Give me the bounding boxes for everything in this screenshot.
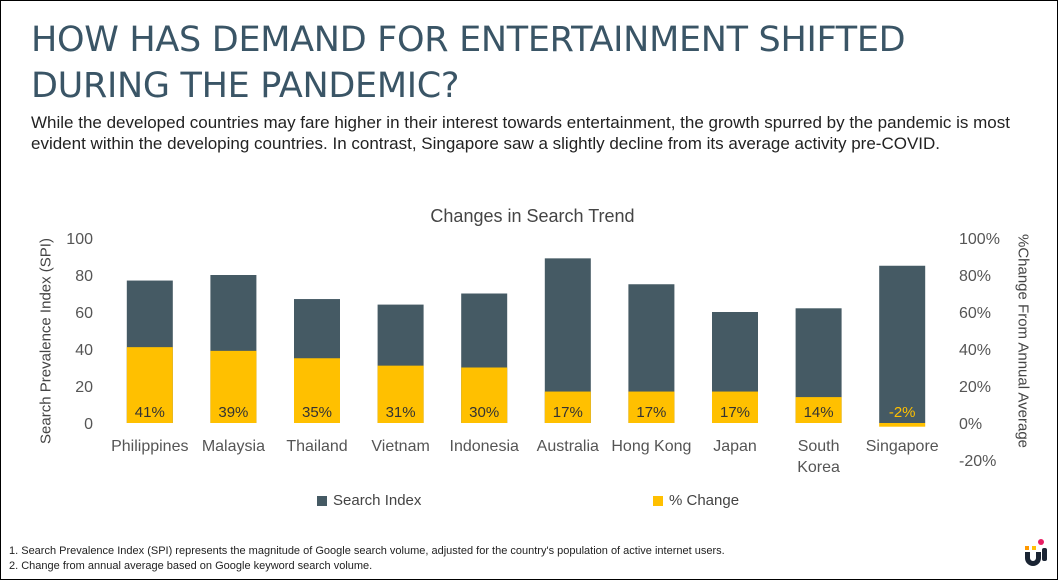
- footnote-2: 2. Change from annual average based on G…: [9, 560, 373, 572]
- footnotes: 1. Search Prevalence Index (SPI) represe…: [9, 544, 725, 574]
- data-label-percent-change: 17%: [720, 404, 750, 421]
- bar-percent-change: [461, 367, 508, 423]
- legend-label-search-index: Search Index: [333, 492, 422, 509]
- y-tick-right: -20%: [959, 453, 996, 470]
- x-tick-label: Australia: [537, 438, 599, 455]
- data-label-percent-change: 30%: [469, 404, 499, 421]
- bar-percent-change: [126, 347, 173, 423]
- page-title: HOW HAS DEMAND FOR ENTERTAINMENT SHIFTED…: [31, 17, 1031, 109]
- x-tick-label: Thailand: [286, 438, 347, 455]
- data-label-percent-change: 17%: [636, 404, 666, 421]
- y-tick-left: 0: [84, 416, 93, 433]
- bar-percent-change: [628, 391, 675, 423]
- legend-swatch-percent-change: [653, 495, 663, 506]
- bar-search-index: [879, 265, 926, 423]
- x-tick-label: South: [798, 438, 840, 455]
- bar-percent-change: [377, 365, 424, 423]
- bar-percent-change: [795, 397, 842, 423]
- footnote-1: 1. Search Prevalence Index (SPI) represe…: [9, 545, 725, 557]
- x-tick-label: Indonesia: [450, 438, 519, 455]
- data-label-percent-change: 39%: [218, 404, 248, 421]
- data-label-percent-change: -2%: [889, 404, 916, 421]
- y-tick-left: 60: [75, 305, 93, 322]
- data-label-percent-change: 41%: [135, 404, 165, 421]
- x-tick-label: Malaysia: [202, 438, 265, 455]
- bar-percent-change: [294, 358, 340, 423]
- title-line-2: DURING THE PANDEMIC?: [31, 66, 460, 106]
- y-tick-right: 100%: [959, 231, 1000, 248]
- y-tick-right: 80%: [959, 268, 991, 285]
- title-line-1: HOW HAS DEMAND FOR ENTERTAINMENT SHIFTED: [31, 20, 906, 60]
- bar-percent-change: [210, 350, 257, 423]
- brand-logo-icon: [1025, 539, 1047, 566]
- data-label-percent-change: 31%: [386, 404, 416, 421]
- subtitle: While the developed countries may fare h…: [31, 113, 1010, 153]
- legend-swatch-search-index: [317, 495, 327, 506]
- x-tick-label: Vietnam: [371, 438, 429, 455]
- y-tick-left: 80: [75, 268, 93, 285]
- legend-item-percent-change: % Change: [653, 492, 739, 509]
- legend-item-search-index: Search Index: [317, 492, 421, 509]
- x-tick-label: Japan: [713, 438, 757, 455]
- legend-label-percent-change: % Change: [669, 492, 740, 509]
- y-tick-left: 40: [75, 342, 93, 359]
- x-tick-label: Hong Kong: [611, 438, 691, 455]
- chart-title: Changes in Search Trend: [430, 206, 635, 226]
- x-tick-label: Korea: [797, 459, 840, 476]
- y-tick-left: 100: [66, 231, 93, 248]
- data-label-percent-change: 14%: [804, 404, 834, 421]
- y-tick-right: 20%: [959, 379, 991, 396]
- data-label-percent-change: 17%: [553, 404, 583, 421]
- y-tick-right: 0%: [959, 416, 982, 433]
- y-tick-right: 40%: [959, 342, 991, 359]
- bar-percent-change: [544, 391, 591, 423]
- y-tick-right: 60%: [959, 305, 991, 322]
- bar-percent-change: [712, 391, 758, 423]
- x-tick-label: Singapore: [866, 438, 939, 455]
- x-tick-label: Philippines: [111, 438, 188, 455]
- bar-percent-change: [879, 423, 926, 427]
- y-tick-left: 20: [75, 379, 93, 396]
- data-label-percent-change: 35%: [302, 404, 332, 421]
